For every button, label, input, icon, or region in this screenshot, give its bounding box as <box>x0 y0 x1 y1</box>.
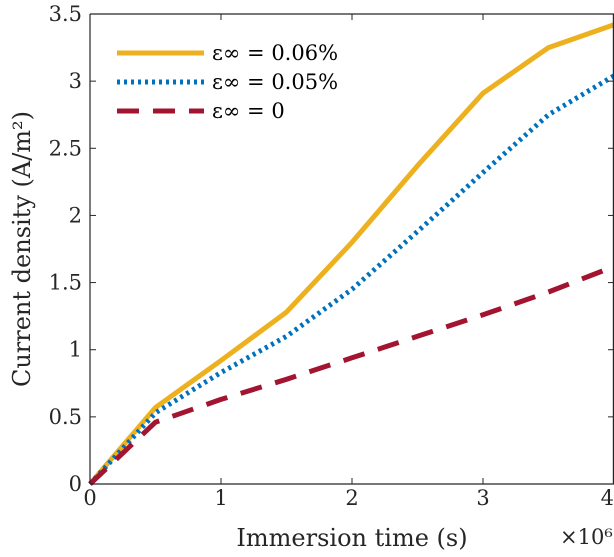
tick-labels: 0 1 2 3 4 0 0.5 1 1.5 2 2.5 3 3.5 <box>49 2 614 510</box>
y-tick-label: 2.5 <box>49 136 82 160</box>
series-line-3 <box>88 264 614 486</box>
legend-label-2: ε∞ = 0.05% <box>212 70 338 94</box>
legend-label-1: ε∞ = 0.06% <box>212 41 338 65</box>
y-tick-label: 1.5 <box>49 271 82 295</box>
x-tick-label: 0 <box>83 486 96 510</box>
series-line-2 <box>88 73 614 486</box>
series-lines <box>88 22 614 486</box>
y-axis-title: Current density (A/m²) <box>8 111 36 387</box>
legend: ε∞ = 0.06% ε∞ = 0.05% ε∞ = 0 <box>117 41 338 123</box>
x-axis-multiplier: ×10⁶ <box>560 525 613 549</box>
x-tick-label: 3 <box>476 486 489 510</box>
y-tick-label: 2 <box>69 203 82 227</box>
plot-area <box>90 14 614 484</box>
legend-label-3: ε∞ = 0 <box>212 99 285 123</box>
y-tick-label: 0 <box>69 472 82 496</box>
y-tick-label: 0.5 <box>49 405 82 429</box>
x-tick-label: 4 <box>601 486 614 510</box>
x-axis-title: Immersion time (s) <box>236 524 467 552</box>
y-tick-label: 3 <box>69 69 82 93</box>
y-tick-label: 3.5 <box>49 2 82 26</box>
axes <box>89 13 614 485</box>
y-tick-label: 1 <box>69 338 82 362</box>
series-line-1 <box>88 22 614 486</box>
plot-background <box>90 14 614 484</box>
x-tick-label: 1 <box>214 486 227 510</box>
x-tick-label: 2 <box>345 486 358 510</box>
